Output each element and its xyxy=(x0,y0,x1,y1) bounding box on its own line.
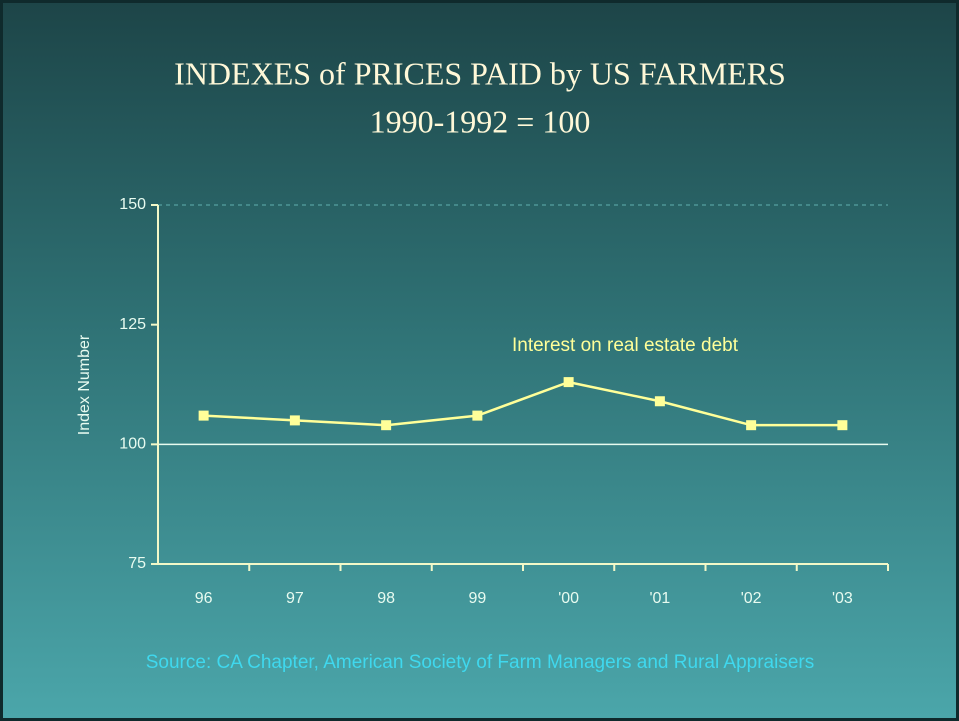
series-label: Interest on real estate debt xyxy=(512,335,739,356)
y-tick-label: 100 xyxy=(119,436,146,453)
point-marker xyxy=(654,396,665,407)
point-marker xyxy=(837,420,848,431)
x-tick-label: 99 xyxy=(468,590,486,607)
y-tick-label: 75 xyxy=(128,555,146,572)
x-tick-label: '01 xyxy=(649,590,670,607)
background xyxy=(3,3,956,718)
x-tick-label: 96 xyxy=(195,590,213,607)
x-tick-label: '00 xyxy=(558,590,579,607)
x-tick-label: 98 xyxy=(377,590,395,607)
point-marker xyxy=(198,410,209,421)
x-tick-label: '03 xyxy=(832,590,853,607)
point-marker xyxy=(289,415,300,426)
x-tick-label: 97 xyxy=(286,590,304,607)
x-tick-label: '02 xyxy=(741,590,762,607)
chart-subtitle: 1990-1992 = 100 xyxy=(370,103,591,139)
point-marker xyxy=(746,420,757,431)
y-tick-label: 150 xyxy=(119,196,146,213)
y-axis-label: Index Number xyxy=(76,334,93,435)
y-tick-label: 125 xyxy=(119,316,146,333)
point-marker xyxy=(472,410,483,421)
point-marker xyxy=(381,420,392,431)
source-note: Source: CA Chapter, American Society of … xyxy=(146,652,814,673)
chart-title: INDEXES of PRICES PAID by US FARMERS xyxy=(174,55,786,91)
series-line xyxy=(203,380,843,427)
point-marker xyxy=(563,377,574,388)
